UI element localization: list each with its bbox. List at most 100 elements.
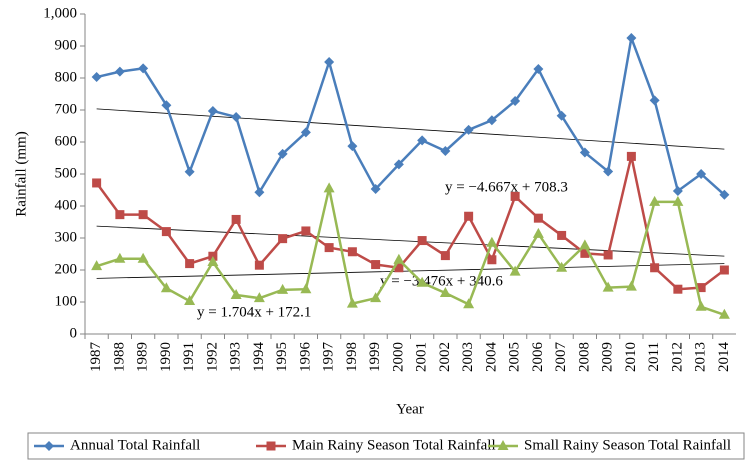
- marker: [137, 252, 149, 263]
- marker: [464, 211, 474, 221]
- marker: [696, 283, 706, 293]
- marker: [672, 185, 683, 196]
- marker: [696, 169, 707, 179]
- marker: [417, 236, 427, 246]
- series-line: [96, 33, 726, 196]
- x-tick-label: 2007: [553, 342, 569, 373]
- x-tick-label: 1992: [204, 342, 220, 372]
- marker: [440, 145, 451, 156]
- marker: [138, 210, 148, 220]
- trendline-label: y = 1.704x + 172.1: [197, 304, 311, 320]
- x-tick-label: 1996: [297, 342, 313, 373]
- marker: [278, 234, 288, 244]
- x-tick-label: 1988: [111, 342, 127, 372]
- y-tick-label: 800: [55, 69, 78, 85]
- marker: [371, 260, 381, 270]
- marker: [533, 64, 544, 75]
- legend-box: [27, 432, 745, 460]
- marker: [463, 298, 475, 309]
- marker: [719, 265, 729, 275]
- x-tick-label: 1991: [181, 342, 197, 372]
- marker: [394, 263, 404, 273]
- marker: [266, 441, 276, 451]
- legend-label: Annual Total Rainfall: [70, 437, 200, 453]
- x-tick-label: 1987: [88, 342, 104, 373]
- series-line: [96, 188, 725, 316]
- marker: [184, 295, 196, 306]
- x-tick-label: 1999: [367, 342, 383, 372]
- x-tick-label: 2008: [576, 342, 592, 372]
- marker: [370, 184, 381, 195]
- x-tick-label: 2011: [646, 342, 662, 371]
- x-tick-label: 2002: [437, 342, 453, 372]
- marker: [649, 95, 660, 106]
- y-tick-label: 400: [55, 197, 78, 213]
- marker: [416, 276, 428, 287]
- marker: [254, 187, 265, 198]
- marker: [626, 151, 636, 161]
- x-tick-label: 2001: [414, 342, 430, 372]
- marker: [161, 100, 172, 111]
- marker: [510, 96, 521, 107]
- x-tick-label: 1989: [135, 342, 151, 372]
- marker: [92, 178, 102, 188]
- marker: [556, 261, 568, 272]
- marker: [184, 166, 195, 177]
- marker: [185, 259, 195, 269]
- x-tick-label: 2010: [623, 342, 639, 372]
- trendline: [96, 108, 725, 150]
- marker: [509, 265, 521, 276]
- marker: [115, 210, 125, 220]
- x-tick-label: 2006: [530, 342, 546, 373]
- marker: [579, 147, 590, 158]
- trendline-label: y = −3.476x + 340.6: [380, 273, 503, 289]
- marker: [650, 263, 660, 273]
- marker: [253, 292, 265, 303]
- marker: [207, 105, 218, 116]
- x-tick-label: 2003: [460, 342, 476, 372]
- x-tick-label: 2005: [507, 342, 523, 372]
- marker: [579, 239, 591, 250]
- y-tick-label: 300: [55, 229, 78, 245]
- y-tick-label: 1,000: [43, 5, 77, 21]
- series-line: [95, 156, 726, 291]
- marker: [91, 72, 102, 83]
- marker: [718, 308, 730, 319]
- marker: [649, 195, 661, 206]
- marker: [673, 284, 683, 294]
- marker: [440, 251, 450, 261]
- marker: [556, 110, 567, 121]
- x-tick-label: 2013: [693, 342, 709, 372]
- marker: [160, 282, 172, 293]
- marker: [393, 253, 405, 264]
- marker: [557, 230, 567, 240]
- x-tick-label: 2009: [600, 342, 616, 372]
- marker: [91, 260, 103, 271]
- x-tick-label: 1990: [158, 342, 174, 372]
- marker: [161, 227, 171, 237]
- marker: [625, 280, 637, 291]
- marker: [231, 214, 241, 224]
- marker: [230, 288, 242, 299]
- marker: [510, 191, 520, 201]
- marker: [138, 63, 149, 74]
- trendline-label: y = −4.667x + 708.3: [445, 179, 568, 195]
- marker: [603, 166, 614, 177]
- marker: [254, 260, 264, 270]
- marker: [719, 189, 730, 200]
- marker: [486, 236, 498, 247]
- marker: [324, 57, 335, 67]
- x-tick-label: 1995: [274, 342, 290, 372]
- marker: [533, 213, 543, 223]
- marker: [277, 148, 288, 159]
- marker: [207, 256, 219, 266]
- trendline: [96, 225, 725, 257]
- x-tick-label: 2014: [716, 342, 732, 373]
- marker: [417, 135, 428, 146]
- x-tick-label: 1997: [321, 342, 337, 373]
- x-tick-label: 2012: [669, 342, 685, 372]
- marker: [370, 292, 382, 303]
- x-tick-label: 2004: [483, 342, 499, 373]
- marker: [672, 195, 684, 206]
